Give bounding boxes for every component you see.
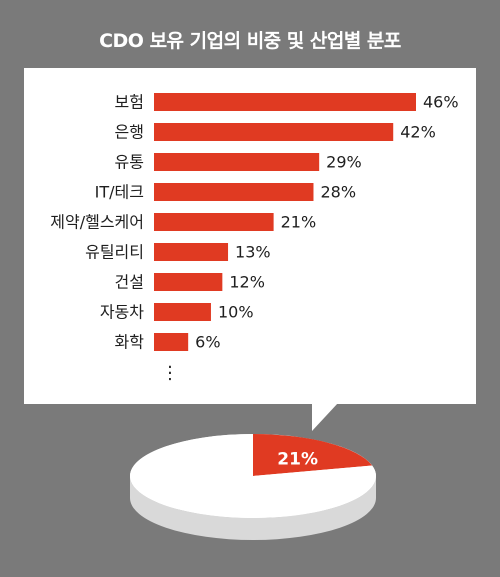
value-label: 13% — [235, 243, 271, 262]
category-label: IT/테크 — [95, 183, 144, 202]
pie-side — [130, 476, 376, 540]
category-label: 제약/헬스케어 — [50, 213, 144, 232]
bar — [154, 123, 394, 141]
category-label: 자동차 — [100, 303, 144, 322]
chart-title: CDO 보유 기업의 비중 및 산업별 분포 — [99, 30, 401, 52]
bar — [154, 153, 320, 171]
bar — [154, 243, 229, 261]
continuation-marker: ⋮ — [161, 363, 179, 384]
category-label: 은행 — [115, 123, 144, 142]
value-label: 28% — [320, 183, 356, 202]
pie-slice — [253, 434, 373, 476]
bar — [154, 183, 314, 201]
category-label: 건설 — [115, 273, 144, 292]
value-label: 42% — [400, 123, 436, 142]
value-label: 21% — [281, 213, 317, 232]
value-label: 12% — [229, 273, 265, 292]
value-label: 46% — [423, 93, 459, 112]
value-label: 6% — [195, 333, 220, 352]
bar — [154, 333, 189, 351]
bar — [154, 213, 274, 231]
category-label: 유틸리티 — [85, 243, 144, 262]
bar — [154, 273, 223, 291]
value-label: 29% — [326, 153, 362, 172]
pie-slice-label: 21% — [277, 450, 318, 470]
pie-slice — [130, 434, 377, 519]
bar — [154, 303, 211, 321]
speech-bubble-tail — [312, 403, 338, 431]
bar — [154, 93, 416, 111]
category-label: 화학 — [115, 333, 145, 352]
value-label: 10% — [218, 303, 254, 322]
category-label: 보험 — [115, 93, 144, 112]
bar-chart: 보험 46% 은행 42% 유통 29% IT/테크 28% 제약/헬스케어 21% 유틸리티 13%… — [50, 93, 459, 384]
category-label: 유통 — [115, 153, 144, 172]
